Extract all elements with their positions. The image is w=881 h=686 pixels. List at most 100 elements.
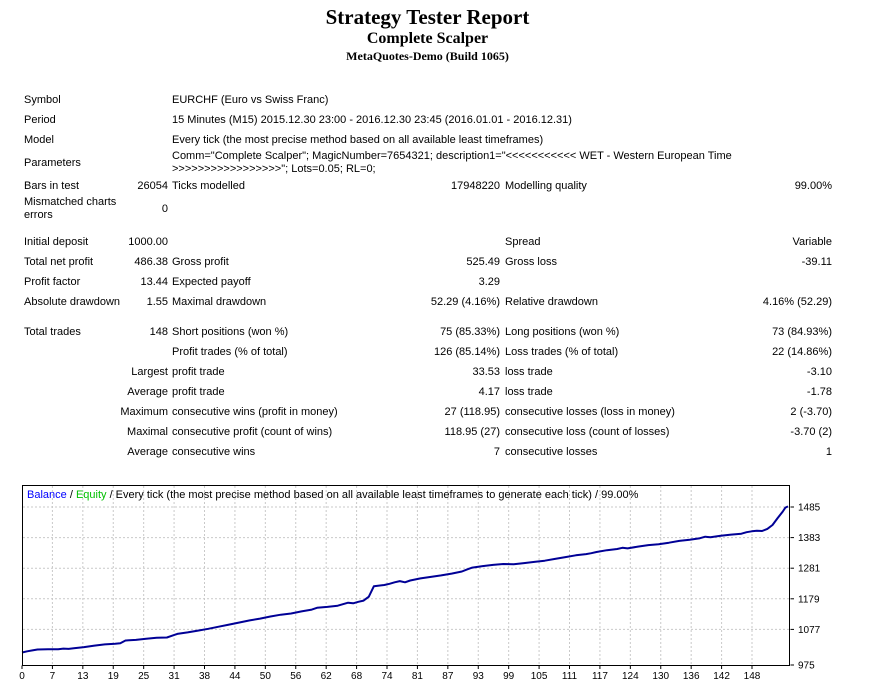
y-axis-label: 1281: [798, 564, 821, 575]
table-group-gap: [24, 312, 832, 322]
row-value-1: Average: [127, 385, 168, 398]
cell-group-3: loss trade -1.78: [505, 386, 832, 399]
report-row: Initial deposit 1000.00 Spread Variable: [24, 232, 832, 252]
x-axis-label: 19: [108, 671, 120, 682]
x-axis-label: 130: [652, 671, 669, 682]
cell-group-2: Profit trades (% of total) 126 (85.14%): [172, 346, 500, 359]
report-row: Total net profit 486.38 Gross profit 525.49…: [24, 252, 832, 272]
cell-group-3: consecutive losses 1: [505, 446, 832, 459]
cell-group-3: Gross loss -39.11: [505, 256, 832, 269]
cell-group-2: Ticks modelled 17948220: [172, 180, 500, 193]
report-row: Total trades 148 Short positions (won %) 75…: [24, 322, 832, 342]
x-axis-label: 81: [412, 671, 424, 682]
row-value-2: 4.17: [478, 385, 500, 398]
report-table: Symbol EURCHF (Euro vs Swiss Franc) Period…: [24, 90, 832, 462]
row-value-3: 1: [825, 445, 832, 458]
x-axis-label: 0: [19, 671, 25, 682]
legend-separator: /: [66, 489, 76, 501]
cell-group-2: consecutive profit (count of wins) 118.95…: [172, 426, 500, 439]
row-label-3: consecutive loss (count of losses): [505, 425, 670, 438]
cell-group-1: Maximal: [24, 426, 168, 439]
row-value-1: Maximal: [127, 425, 168, 438]
x-axis-label: 117: [592, 671, 608, 682]
y-axis-label: 1077: [798, 625, 821, 636]
row-value-3: 22 (14.86%): [772, 345, 832, 358]
cell-group-2: Maximal drawdown 52.29 (4.16%): [172, 296, 500, 309]
report-row: Maximum consecutive wins (profit in money…: [24, 402, 832, 422]
cell-group-2: Gross profit 525.49: [172, 256, 500, 269]
row-value-3: 4.16% (52.29): [762, 295, 832, 308]
x-axis-label: 62: [321, 671, 333, 682]
row-label-2: profit trade: [172, 365, 225, 378]
x-axis-label: 74: [381, 671, 393, 682]
row-value-3: 2 (-3.70): [790, 405, 832, 418]
x-axis-label: 87: [442, 671, 454, 682]
row-value-3: 73 (84.93%): [772, 325, 832, 338]
x-axis-label: 99: [503, 671, 515, 682]
cell-group-1: Parameters: [24, 157, 168, 170]
row-label-2: Ticks modelled: [172, 179, 245, 192]
row-label-2: consecutive profit (count of wins): [172, 425, 333, 438]
x-axis-label: 105: [531, 671, 548, 682]
report-row: Profit factor 13.44 Expected payoff 3.29: [24, 272, 832, 292]
cell-group-3: loss trade -3.10: [505, 366, 832, 379]
cell-group-2: profit trade 33.53: [172, 366, 500, 379]
chart-legend: Balance / Equity / Every tick (the most …: [27, 489, 638, 501]
x-axis-label: 148: [744, 671, 761, 682]
cell-group-2: consecutive wins 7: [172, 446, 500, 459]
cell-group-3: Spread Variable: [505, 236, 832, 249]
row-value-2: 17948220: [451, 179, 500, 192]
cell-group-1: Absolute drawdown 1.55: [24, 296, 168, 309]
row-value-3: -3.70 (2): [790, 425, 832, 438]
row-label-2: consecutive wins (profit in money): [172, 405, 338, 418]
row-label: Period: [24, 113, 56, 126]
row-value-2: 3.29: [478, 275, 500, 288]
row-value-2: 126 (85.14%): [433, 345, 500, 358]
cell-group-1: Symbol: [24, 94, 168, 107]
cell-group-3: Modelling quality 99.00%: [505, 180, 832, 193]
row-label: Total trades: [24, 325, 81, 338]
cell-group-2: consecutive wins (profit in money) 27 (11…: [172, 406, 500, 419]
x-axis-label: 124: [622, 671, 639, 682]
row-value-1: 486.38: [134, 255, 168, 268]
row-value-1: 13.44: [140, 275, 168, 288]
report-row: Maximal consecutive profit (count of wins…: [24, 422, 832, 442]
report-row: Absolute drawdown 1.55 Maximal drawdown 52.…: [24, 292, 832, 312]
row-label: Initial deposit: [24, 235, 89, 248]
row-label-3: Long positions (won %): [505, 325, 620, 338]
cell-group-1: Average: [24, 446, 168, 459]
row-value-2: 52.29 (4.16%): [430, 295, 500, 308]
row-value-2: 75 (85.33%): [440, 325, 500, 338]
cell-group-1: Bars in test 26054: [24, 180, 168, 193]
cell-group-1: Period: [24, 114, 168, 127]
row-wide-value: Comm="Complete Scalper"; MagicNumber=765…: [172, 150, 732, 175]
row-wide-value: Every tick (the most precise method base…: [172, 133, 544, 146]
row-label: Parameters: [24, 156, 81, 169]
legend-equity-label: Equity: [75, 489, 107, 501]
legend-description: / Every tick (the most precise method ba…: [106, 489, 639, 501]
x-axis-label: 142: [713, 671, 730, 682]
y-axis-label: 1179: [798, 594, 820, 605]
cell-group-1: Average: [24, 386, 168, 399]
row-label-2: consecutive wins: [172, 445, 256, 458]
x-axis-label: 136: [683, 671, 700, 682]
row-label: Profit factor: [24, 275, 81, 288]
server-build: MetaQuotes-Demo (Build 1065): [346, 49, 509, 63]
cell-group-3: Relative drawdown 4.16% (52.29): [505, 296, 832, 309]
report-row: Period 15 Minutes (M15) 2015.12.30 23:00 …: [24, 110, 832, 130]
row-value-3: 99.00%: [794, 179, 832, 192]
cell-group-3: consecutive loss (count of losses) -3.70 …: [505, 426, 832, 439]
row-label-2: Gross profit: [172, 255, 229, 268]
row-label-3: Gross loss: [505, 255, 557, 268]
row-label-2: profit trade: [172, 385, 225, 398]
cell-group-1: Mismatched charts errors 0: [24, 196, 168, 222]
row-value-1: Maximum: [120, 405, 168, 418]
cell-group-1: Total trades 148: [24, 326, 168, 339]
cell-group-3: consecutive losses (loss in money) 2 (-3.…: [505, 406, 832, 419]
report-row: Mismatched charts errors 0: [24, 196, 832, 222]
cell-group-2: profit trade 4.17: [172, 386, 500, 399]
report-row: Model Every tick (the most precise method…: [24, 130, 832, 150]
cell-group-2: Short positions (won %) 75 (85.33%): [172, 326, 500, 339]
row-label: Model: [24, 133, 54, 146]
cell-group-1: Model: [24, 134, 168, 147]
